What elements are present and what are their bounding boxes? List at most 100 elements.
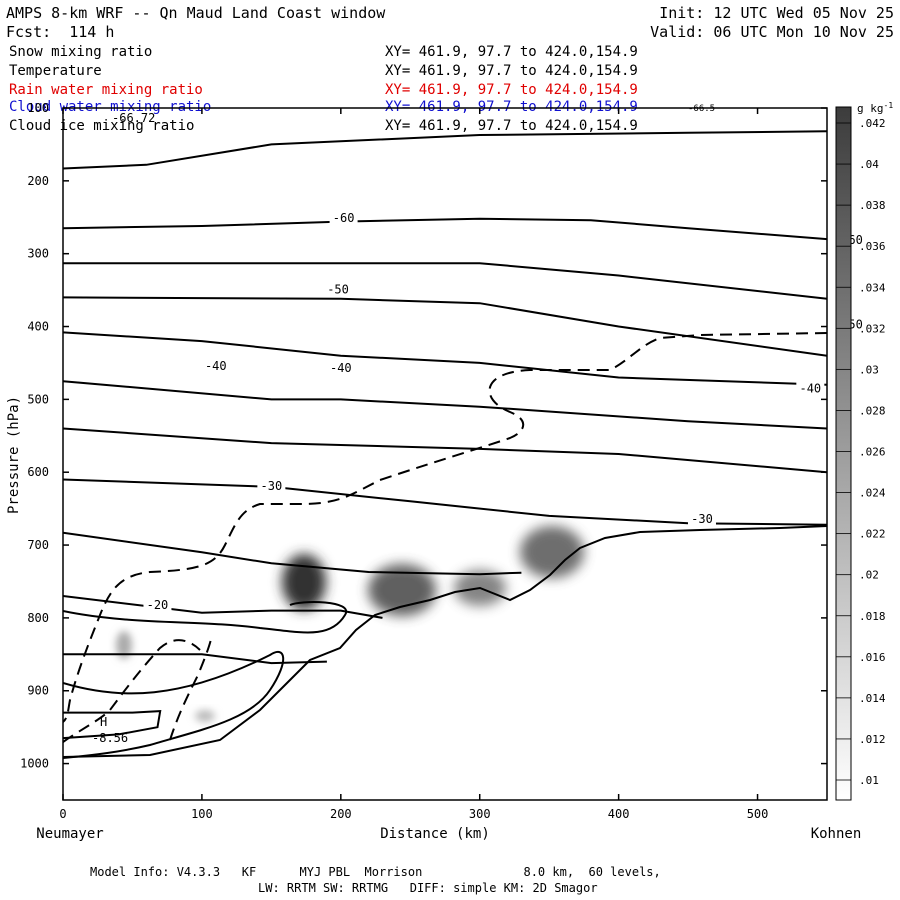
- colorbar-label: .042: [859, 117, 886, 130]
- contour-label-bg: [687, 512, 716, 527]
- colorbar-label: .038: [859, 199, 886, 212]
- temperature-label: -40: [205, 359, 227, 373]
- y-tick-label: 400: [27, 320, 49, 334]
- temperature-contour: [63, 296, 827, 357]
- y-tick-label: 300: [27, 247, 49, 261]
- high-value-label: -8.56: [92, 731, 128, 745]
- snow-blob: [520, 526, 584, 578]
- temperature-contour: [63, 601, 348, 634]
- colorbar-label: .014: [859, 692, 886, 705]
- field-xy-temperature: XY= 461.9, 97.7 to 424.0,154.9: [385, 63, 638, 79]
- y-tick-label: 100: [27, 101, 49, 115]
- colorbar-label: .034: [859, 281, 886, 294]
- colorbar-label: .02: [859, 569, 879, 582]
- max-label: -66.72: [112, 111, 155, 125]
- colorbar-label: .016: [859, 651, 886, 664]
- temperature-label: -20: [147, 598, 169, 612]
- field-xy-rain: XY= 461.9, 97.7 to 424.0,154.9: [385, 82, 638, 98]
- y-tick-label: 700: [27, 538, 49, 552]
- temperature-contour: [63, 650, 285, 759]
- temperature-contour: [63, 595, 383, 619]
- model-physics: LW: RRTM SW: RRTMG DIFF: simple KM: 2D S…: [258, 881, 598, 895]
- y-tick-label: 800: [27, 611, 49, 625]
- field-name-cloud-ice: Cloud ice mixing ratio: [9, 118, 195, 134]
- chart-title: AMPS 8-km WRF -- Qn Maud Land Coast wind…: [6, 4, 386, 22]
- temperature-contour: [63, 653, 327, 665]
- y-axis-label: Pressure (hPa): [6, 396, 22, 514]
- colorbar-label: .01: [859, 774, 879, 787]
- y-tick-label: 200: [27, 174, 49, 188]
- field-xy-cloud-ice: XY= 461.9, 97.7 to 424.0,154.9: [385, 118, 638, 134]
- temperature-label: -40: [799, 382, 821, 396]
- contour-label-bg: [257, 479, 286, 494]
- snow-blob: [195, 710, 215, 722]
- temperature-contour: [63, 380, 827, 430]
- field-name-rain: Rain water mixing ratio: [9, 82, 203, 98]
- valid-time: Valid: 06 UTC Mon 10 Nov 25: [650, 23, 894, 41]
- y-tick-label: 500: [27, 392, 49, 406]
- x-tick-label: 200: [330, 807, 352, 821]
- temperature-contour: [63, 130, 827, 170]
- temperature-contour: [63, 531, 522, 576]
- temperature-label: -50: [327, 283, 349, 297]
- temperature-contour: [63, 217, 827, 241]
- forecast-hour: Fcst: 114 h: [6, 23, 115, 41]
- colorbar-label: .026: [859, 446, 886, 459]
- temperature-contour: [63, 710, 162, 740]
- snow-blob: [116, 631, 132, 659]
- dashed-contour: [63, 332, 827, 723]
- dashed-contour: [169, 634, 213, 741]
- colorbar-label: .012: [859, 733, 886, 746]
- contour-label-bg: [329, 211, 358, 226]
- field-name-cloud-water: Cloud water mixing ratio: [9, 99, 212, 115]
- contour-label-bg: [326, 361, 355, 376]
- temperature-contour: [63, 262, 827, 300]
- snow-shading: [116, 526, 584, 722]
- contour-label-bg: [143, 597, 172, 612]
- colorbar-label: .03: [859, 363, 879, 376]
- model-info: Model Info: V4.3.3 KF MYJ PBL Morrison 8…: [90, 865, 661, 879]
- plot-frame: [62, 107, 828, 801]
- temperature-contour: [63, 331, 827, 386]
- colorbar-label: .032: [859, 322, 886, 335]
- x-tick-label: 400: [608, 807, 630, 821]
- colorbar-label: .04: [859, 158, 879, 171]
- high-marker: H: [100, 715, 107, 729]
- x-axis-label: Distance (km): [380, 826, 490, 842]
- field-name-temperature: Temperature: [9, 63, 102, 79]
- terrain-surface: [62, 525, 828, 758]
- colorbar-label: .024: [859, 487, 886, 500]
- field-name-snow: Snow mixing ratio: [9, 44, 153, 60]
- dashed-contour: [63, 639, 201, 743]
- contour-label-bg: [201, 359, 230, 374]
- clipped-label: -66.5: [688, 104, 715, 114]
- temperature-label: -60: [333, 211, 355, 225]
- colorbar-unit: g kg-1: [857, 101, 893, 115]
- contour-annotations: -60-60-50-50-40 -40-40-30-30-20-66.72H-8.…: [92, 104, 867, 745]
- field-xy-cloud-water: XY= 461.9, 97.7 to 424.0,154.9: [385, 99, 638, 115]
- y-tick-label: 900: [27, 684, 49, 698]
- colorbar-label: .028: [859, 404, 886, 417]
- x-tick-label: 100: [191, 807, 213, 821]
- temperature-contours: [63, 130, 827, 740]
- contour-label-bg: [796, 381, 825, 396]
- temperature-label: -30: [261, 479, 283, 493]
- temperature-label: -30: [691, 512, 713, 526]
- colorbar-label: .018: [859, 610, 886, 623]
- field-xy-snow: XY= 461.9, 97.7 to 424.0,154.9: [385, 44, 638, 60]
- axes: 0 100 200 300 400 500 100 200 300 400 500 600 700 800…: [20, 101, 827, 821]
- x-tick-label: 500: [747, 807, 769, 821]
- init-time: Init: 12 UTC Wed 05 Nov 25: [659, 4, 894, 22]
- colorbar-label: .036: [859, 240, 886, 253]
- contour-label-bg: [324, 282, 353, 297]
- temperature-label: -40: [330, 361, 352, 375]
- y-tick-label: 1000: [20, 757, 49, 771]
- x-tick-label: 0: [59, 807, 66, 821]
- y-tick-label: 600: [27, 465, 49, 479]
- x-tick-label: 300: [469, 807, 491, 821]
- right-endpoint-label: Kohnen: [811, 826, 862, 842]
- colorbar: .01 .012 .014 .016 .018 .02 .022 .024 .026 .028 .0…: [835, 101, 893, 801]
- left-endpoint-label: Neumayer: [36, 826, 103, 842]
- colorbar-label: .022: [859, 528, 886, 541]
